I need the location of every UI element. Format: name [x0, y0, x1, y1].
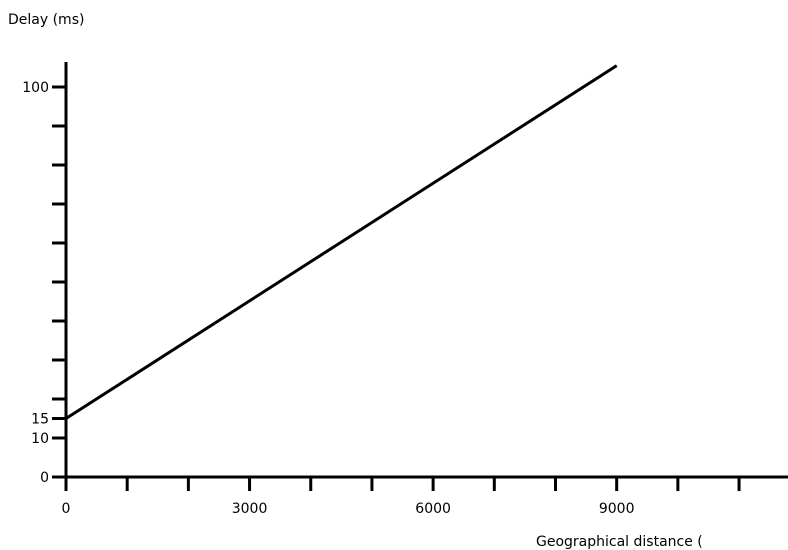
y-tick-label: 15: [31, 412, 49, 428]
x-tick-label: 3000: [232, 501, 268, 517]
x-tick-label: 9000: [599, 501, 635, 517]
y-tick-label: 0: [40, 470, 49, 486]
y-axis-ticks: 0 10 15 100: [22, 80, 66, 486]
y-tick-label: 10: [31, 431, 49, 447]
y-axis-label: Delay (ms): [8, 12, 84, 28]
x-axis-ticks: 0 3000 6000 9000: [62, 477, 741, 517]
x-tick-label: 0: [62, 501, 71, 517]
x-tick-label: 6000: [415, 501, 451, 517]
series-line: [65, 64, 618, 420]
x-axis-label: Geographical distance (: [536, 534, 703, 550]
series-group: [65, 64, 618, 420]
y-tick-label: 100: [22, 80, 49, 96]
